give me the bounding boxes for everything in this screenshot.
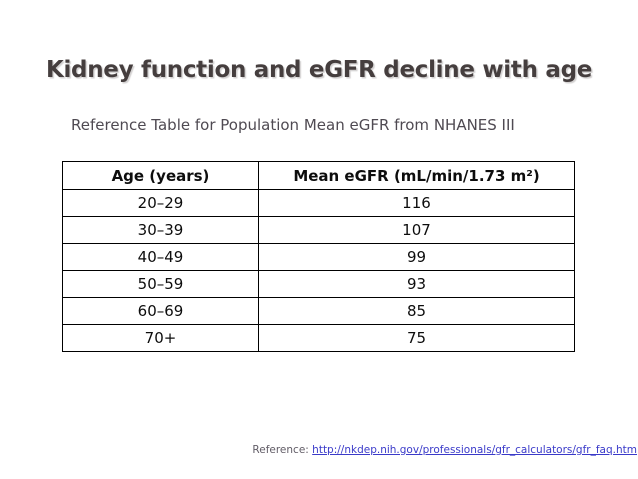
age-cell: 40–49 bbox=[62, 243, 259, 271]
col-header-age: Age (years) bbox=[62, 161, 259, 190]
reference-line: Reference: http://nkdep.nih.gov/professi… bbox=[252, 444, 637, 456]
egfr-cell: 99 bbox=[258, 243, 575, 271]
table-row: 30–39 107 bbox=[62, 216, 575, 244]
table-row: 50–59 93 bbox=[62, 270, 575, 298]
age-cell: 20–29 bbox=[62, 189, 259, 217]
reference-url-link[interactable]: http://nkdep.nih.gov/professionals/gfr_c… bbox=[312, 444, 637, 456]
egfr-cell: 85 bbox=[258, 297, 575, 325]
reference-label: Reference: bbox=[252, 444, 309, 456]
table-row: 70+ 75 bbox=[62, 324, 575, 352]
age-cell: 50–59 bbox=[62, 270, 259, 298]
table-row: 40–49 99 bbox=[62, 243, 575, 271]
col-header-egfr: Mean eGFR (mL/min/1.73 m²) bbox=[258, 161, 575, 190]
table-row: 20–29 116 bbox=[62, 189, 575, 217]
egfr-cell: 75 bbox=[258, 324, 575, 352]
table-row: 60–69 85 bbox=[62, 297, 575, 325]
table-header-row: Age (years) Mean eGFR (mL/min/1.73 m²) bbox=[62, 161, 575, 190]
age-cell: 70+ bbox=[62, 324, 259, 352]
slide-subtitle: Reference Table for Population Mean eGFR… bbox=[71, 116, 515, 134]
egfr-cell: 116 bbox=[258, 189, 575, 217]
age-cell: 30–39 bbox=[62, 216, 259, 244]
age-cell: 60–69 bbox=[62, 297, 259, 325]
egfr-cell: 93 bbox=[258, 270, 575, 298]
slide-title: Kidney function and eGFR decline with ag… bbox=[45, 57, 593, 83]
egfr-reference-table: Age (years) Mean eGFR (mL/min/1.73 m²) 2… bbox=[62, 161, 575, 352]
egfr-cell: 107 bbox=[258, 216, 575, 244]
